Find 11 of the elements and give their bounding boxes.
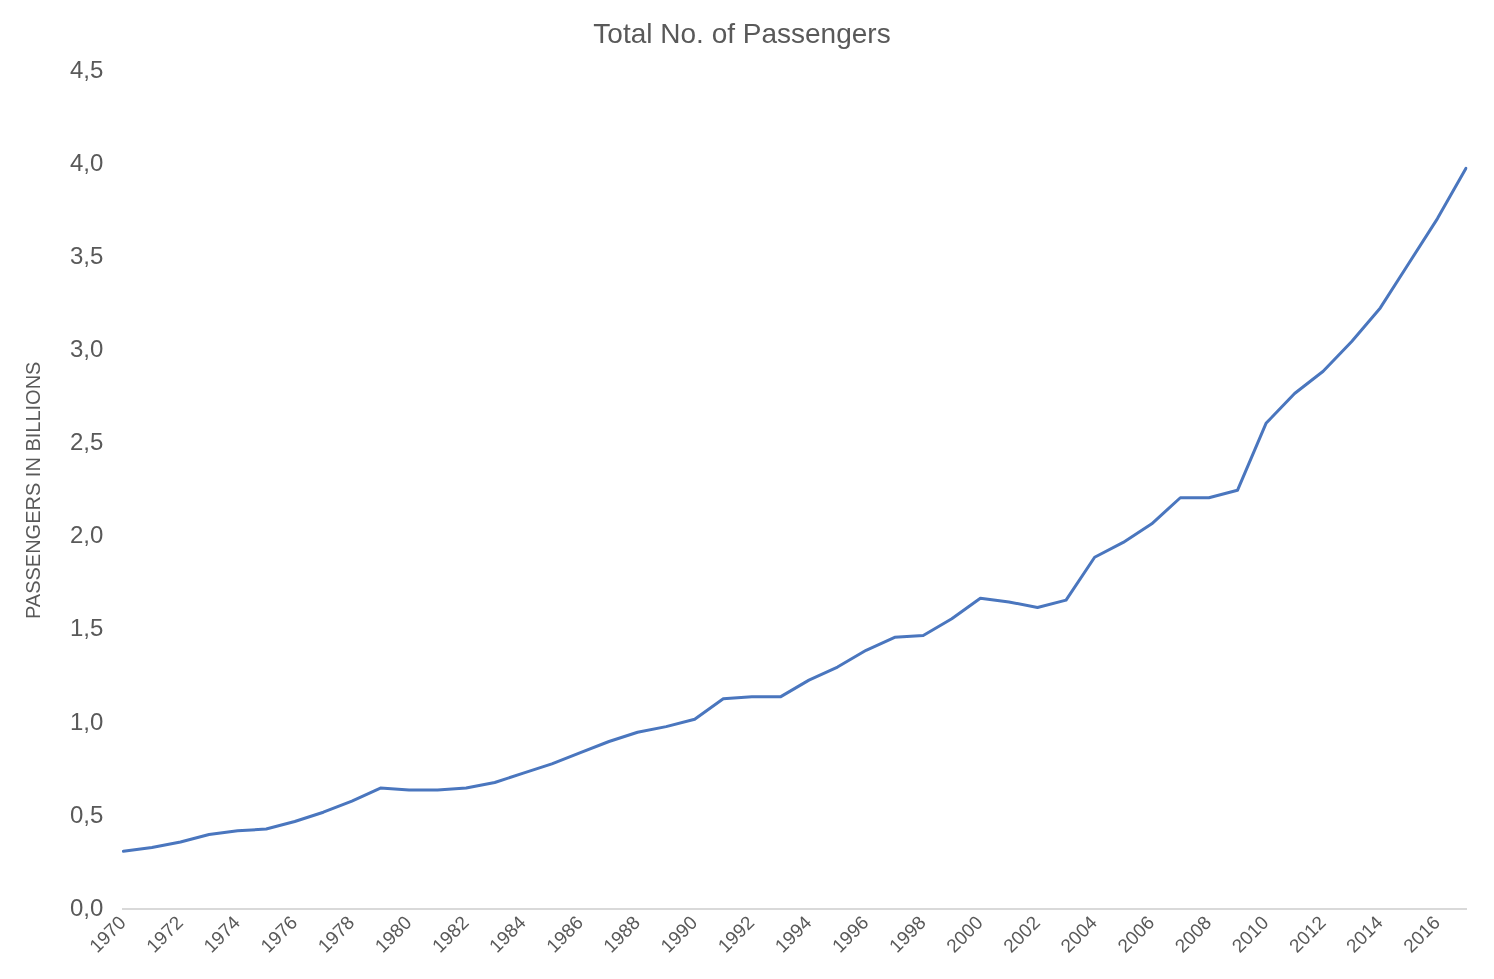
y-tick-label: 4,5 <box>69 56 104 84</box>
y-tick-label: 1,0 <box>69 707 104 735</box>
y-tick-label: 3,0 <box>69 335 104 363</box>
y-tick-label: 3,5 <box>69 242 104 270</box>
chart-title: Total No. of Passengers <box>593 17 891 49</box>
y-axis-title: PASSENGERS IN BILLIONS <box>21 361 44 620</box>
y-tick-label: 2,5 <box>69 428 104 456</box>
y-tick-label: 4,0 <box>69 149 104 177</box>
y-tick-label: 0,5 <box>69 800 104 828</box>
y-tick-label: 2,0 <box>69 521 104 549</box>
y-tick-label: 1,5 <box>69 614 104 642</box>
